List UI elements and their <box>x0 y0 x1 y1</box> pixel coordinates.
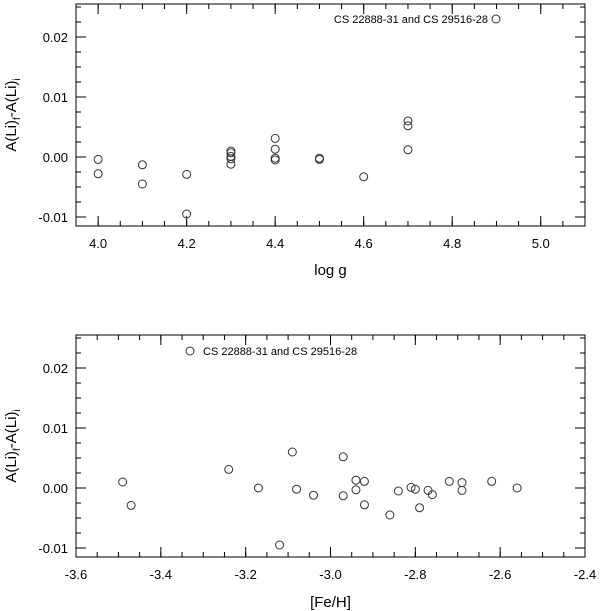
y-label-subscript: i <box>12 409 23 411</box>
y-label-subscript: i <box>12 78 23 80</box>
x-tick-label: -3.2 <box>234 567 256 582</box>
y-tick-label: 0.01 <box>43 90 68 105</box>
plot-frame <box>75 334 586 558</box>
data-point <box>118 477 128 487</box>
data-point <box>410 484 420 494</box>
x-tick-label: -2.6 <box>489 567 511 582</box>
data-point <box>292 484 302 494</box>
x-tick-label: -3.0 <box>319 567 341 582</box>
legend-symbol <box>185 346 195 356</box>
x-tick-label: -3.4 <box>150 567 172 582</box>
data-point <box>403 116 413 126</box>
data-point <box>338 491 348 501</box>
data-point <box>351 485 361 495</box>
y-label-part: A(Li) <box>3 120 20 152</box>
data-point <box>338 452 348 462</box>
data-point <box>270 153 280 163</box>
legend-label: CS 22888-31 and CS 29516-28 <box>334 14 488 26</box>
data-point <box>393 486 403 496</box>
data-point <box>182 209 192 219</box>
data-point <box>275 540 285 550</box>
x-axis-label: [Fe/H] <box>310 594 351 611</box>
x-tick-label: -2.8 <box>404 567 426 582</box>
data-point <box>226 148 236 158</box>
data-point <box>403 145 413 155</box>
data-point <box>444 476 454 486</box>
y-label-part: A(Li) <box>3 451 20 483</box>
data-point <box>487 476 497 486</box>
data-point <box>314 154 324 164</box>
legend-symbol <box>491 14 501 24</box>
y-tick-label: 0.02 <box>43 361 68 376</box>
data-point <box>253 483 263 493</box>
x-tick-label: 4.6 <box>355 236 373 251</box>
data-point <box>427 490 437 500</box>
data-point <box>270 155 280 165</box>
data-point <box>137 160 147 170</box>
plot-frame <box>75 3 586 227</box>
data-point <box>226 154 236 164</box>
data-point <box>224 464 234 474</box>
data-point <box>512 483 522 493</box>
feh-panel: -3.6 -3.4 -3.2 -3.0 -2.8 -2.6 -2.4-0.010.000.0… <box>3 334 596 611</box>
data-point <box>270 133 280 143</box>
x-tick-label: 4.4 <box>266 236 284 251</box>
y-axis-label: A(Li)f-A(Li)i <box>3 409 23 482</box>
data-point <box>226 159 236 169</box>
data-point <box>351 475 361 485</box>
data-point <box>457 485 467 495</box>
y-label-subscript: f <box>12 448 23 451</box>
y-label-minus: - <box>3 443 20 448</box>
data-point <box>93 169 103 179</box>
data-point <box>359 500 369 510</box>
data-point <box>385 510 395 520</box>
x-tick-label: 4.8 <box>443 236 461 251</box>
x-axis-label: log g <box>314 262 347 279</box>
y-tick-label: 0.01 <box>43 421 68 436</box>
legend-label: CS 22888-31 and CS 29516-28 <box>203 346 357 358</box>
data-point <box>415 503 425 513</box>
logg-panel: 4.0 4.2 4.4 4.6 4.8 5.0 -0.01 0.00 0.01 0.02 log g… <box>3 3 586 279</box>
data-point <box>126 500 136 510</box>
x-tick-label: -3.6 <box>65 567 87 582</box>
data-point <box>137 179 147 189</box>
data-point <box>270 144 280 154</box>
x-tick-label: 4.0 <box>89 236 107 251</box>
data-point <box>406 482 416 492</box>
y-label-part: A(Li) <box>3 412 20 444</box>
y-label-part: A(Li) <box>3 81 20 113</box>
data-point <box>359 476 369 486</box>
y-tick-label: -0.01 <box>38 210 68 225</box>
data-point <box>93 154 103 164</box>
y-tick-label: 0.02 <box>43 30 68 45</box>
x-tick-label: -2.4 <box>574 567 596 582</box>
data-point <box>403 121 413 131</box>
data-point <box>359 172 369 182</box>
y-label-subscript: f <box>12 117 23 120</box>
y-label-minus: - <box>3 112 20 117</box>
y-tick-label: -0.01 <box>38 541 68 556</box>
y-axis-label: A(Li)f-A(Li)i <box>3 78 23 151</box>
data-point <box>287 447 297 457</box>
data-point <box>182 169 192 179</box>
x-tick-label: 5.0 <box>532 236 550 251</box>
y-tick-label: 0.00 <box>43 481 68 496</box>
data-point <box>457 478 467 488</box>
y-tick-label: 0.00 <box>43 150 68 165</box>
x-tick-label: 4.2 <box>178 236 196 251</box>
data-point <box>309 490 319 500</box>
